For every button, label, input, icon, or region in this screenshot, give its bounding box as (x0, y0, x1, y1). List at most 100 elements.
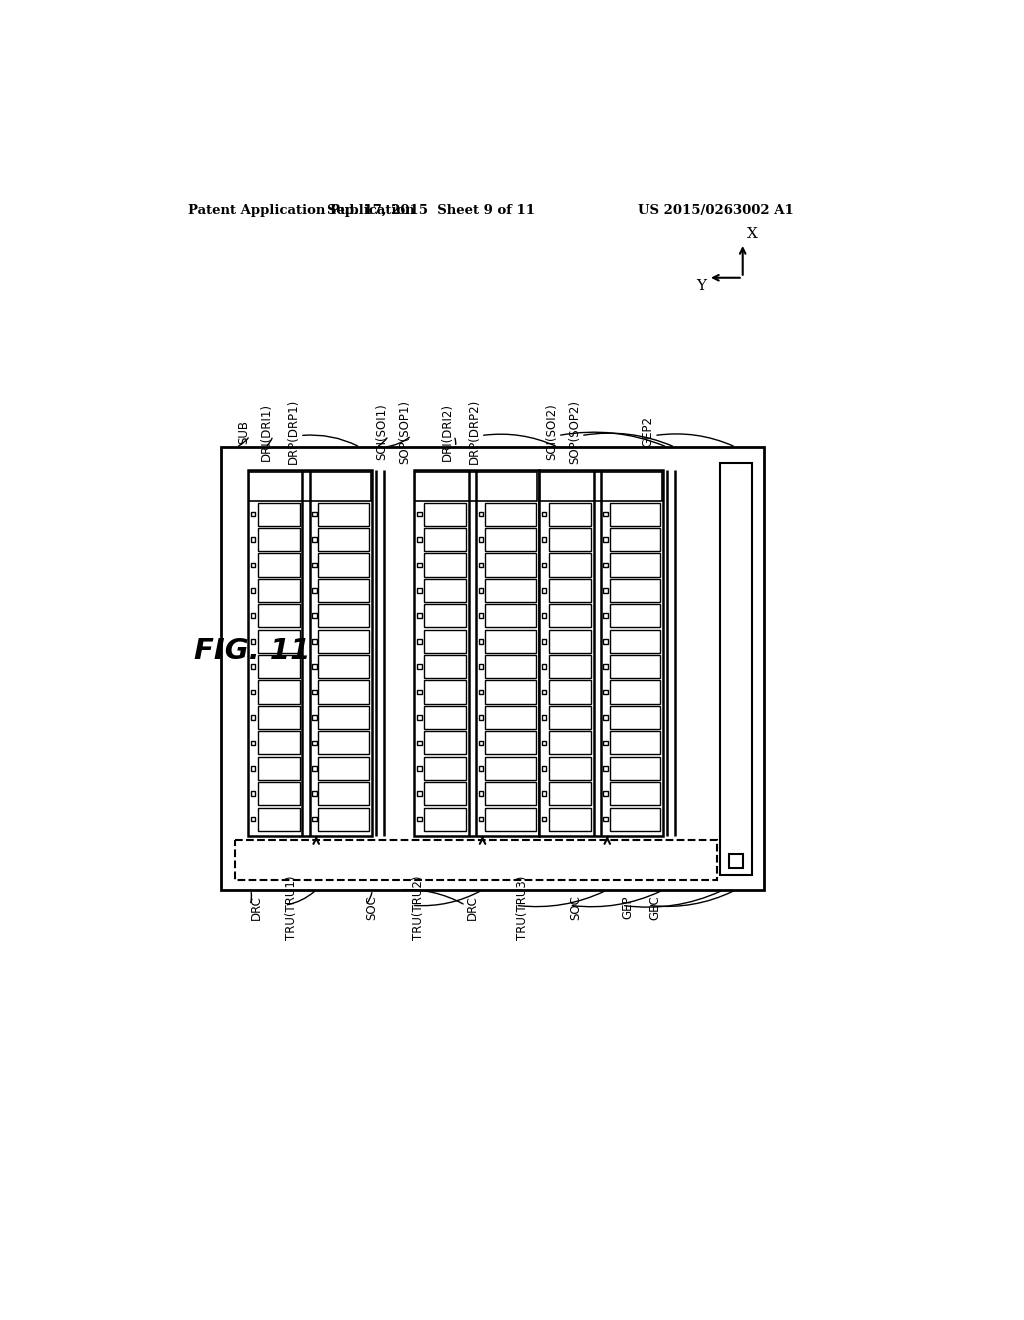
Bar (417, 537, 422, 541)
Bar (542, 715, 547, 719)
Bar (603, 741, 608, 744)
Bar (424, 706, 467, 729)
Bar (609, 731, 660, 755)
Bar (484, 756, 536, 780)
Bar (549, 808, 591, 830)
Bar (603, 537, 608, 541)
Bar (542, 614, 547, 618)
Bar (318, 706, 370, 729)
Bar (258, 528, 300, 552)
Bar (258, 808, 300, 830)
Bar (549, 756, 591, 780)
Bar (549, 528, 591, 552)
Bar (478, 639, 483, 644)
Text: SOI(SOI1): SOI(SOI1) (376, 404, 388, 461)
Bar (424, 503, 467, 525)
Bar (484, 553, 536, 577)
Bar (417, 792, 422, 796)
Bar (318, 731, 370, 755)
Text: Sep. 17, 2015  Sheet 9 of 11: Sep. 17, 2015 Sheet 9 of 11 (327, 205, 535, 218)
Bar (312, 766, 316, 771)
Text: GEP: GEP (622, 896, 635, 919)
Bar (312, 589, 316, 593)
Text: SOI(SOI2): SOI(SOI2) (545, 404, 558, 461)
Bar (318, 553, 370, 577)
Bar (478, 537, 483, 541)
Bar (549, 605, 591, 627)
Bar (603, 562, 608, 568)
Bar (542, 562, 547, 568)
Bar (603, 715, 608, 719)
Bar (478, 589, 483, 593)
Bar (318, 655, 370, 678)
Bar (251, 639, 255, 644)
Bar (417, 664, 422, 669)
Bar (484, 503, 536, 525)
Bar (258, 503, 300, 525)
Bar (603, 614, 608, 618)
Bar (478, 792, 483, 796)
Bar (251, 766, 255, 771)
Text: SOC: SOC (366, 895, 379, 920)
Bar (478, 562, 483, 568)
Bar (312, 562, 316, 568)
Bar (258, 655, 300, 678)
Bar (603, 817, 608, 821)
Bar (549, 630, 591, 653)
Bar (603, 689, 608, 694)
Bar (318, 781, 370, 805)
Text: SUB: SUB (237, 420, 250, 444)
Bar (542, 817, 547, 821)
Bar (542, 537, 547, 541)
Bar (478, 664, 483, 669)
Bar (542, 589, 547, 593)
Bar (603, 664, 608, 669)
Bar (542, 512, 547, 516)
Bar (417, 817, 422, 821)
Bar (484, 528, 536, 552)
Bar (417, 741, 422, 744)
Bar (417, 562, 422, 568)
Bar (248, 470, 373, 836)
Bar (549, 655, 591, 678)
Bar (258, 756, 300, 780)
Text: DRP(DRP2): DRP(DRP2) (468, 399, 481, 465)
Bar (318, 756, 370, 780)
Bar (484, 781, 536, 805)
Bar (312, 614, 316, 618)
Bar (318, 578, 370, 602)
Bar (251, 817, 255, 821)
Bar (312, 715, 316, 719)
Bar (312, 537, 316, 541)
Bar (416, 471, 538, 502)
Bar (542, 664, 547, 669)
Bar (258, 605, 300, 627)
Bar (251, 537, 255, 541)
Bar (603, 639, 608, 644)
Bar (541, 471, 662, 502)
Bar (424, 781, 467, 805)
Text: DRC: DRC (250, 895, 263, 920)
Bar (318, 528, 370, 552)
Bar (603, 512, 608, 516)
Bar (417, 639, 422, 644)
Text: GEP2: GEP2 (641, 416, 654, 447)
Bar (258, 731, 300, 755)
Bar (609, 578, 660, 602)
Bar (251, 689, 255, 694)
Bar (318, 503, 370, 525)
Bar (251, 664, 255, 669)
Bar (542, 741, 547, 744)
Bar (251, 512, 255, 516)
Bar (478, 817, 483, 821)
Bar (549, 578, 591, 602)
Bar (424, 655, 467, 678)
Bar (609, 756, 660, 780)
Bar (312, 639, 316, 644)
Bar (258, 781, 300, 805)
Bar (484, 578, 536, 602)
Bar (417, 614, 422, 618)
Bar (478, 715, 483, 719)
Bar (729, 854, 742, 869)
Bar (424, 808, 467, 830)
